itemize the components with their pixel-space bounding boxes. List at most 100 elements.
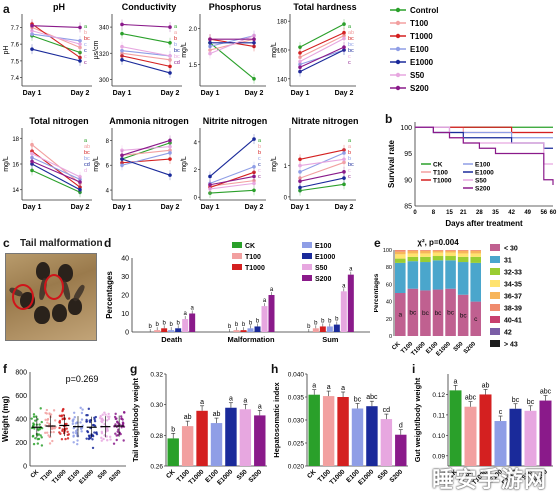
data-point xyxy=(79,421,82,424)
significance-letter: bc xyxy=(348,48,354,54)
significance-letter: bc xyxy=(348,36,354,42)
data-point xyxy=(168,151,172,155)
data-point xyxy=(123,411,126,414)
significance-letter: b xyxy=(335,317,339,323)
data-point xyxy=(30,151,34,156)
significance-letter: ab xyxy=(84,144,90,150)
legend-label: S200 xyxy=(475,186,491,193)
data-point xyxy=(30,47,34,51)
legend-swatch xyxy=(490,280,500,287)
stacked-segment xyxy=(457,294,469,336)
data-point xyxy=(99,415,102,418)
data-point xyxy=(93,431,96,434)
significance-letter: b xyxy=(228,324,232,330)
stacked-segment xyxy=(457,262,469,295)
x-tick-label: T1000 xyxy=(411,341,428,358)
data-point xyxy=(51,439,54,443)
data-point xyxy=(59,432,62,435)
significance-letter: a xyxy=(342,283,346,289)
bar xyxy=(239,409,252,466)
y-tick-label: 60 xyxy=(386,282,392,288)
stacked-segment xyxy=(420,290,431,336)
x-tick-label: Day 2 xyxy=(71,204,90,211)
significance-letter: ab xyxy=(213,411,221,418)
malformation-circle xyxy=(12,284,34,310)
series-line xyxy=(299,23,345,48)
legend-label: CK xyxy=(245,243,255,250)
data-point xyxy=(88,420,92,424)
bar xyxy=(308,394,320,466)
y-tick-label: 0 xyxy=(125,330,129,337)
data-point xyxy=(95,432,99,436)
data-point xyxy=(208,182,212,187)
significance-letter: bc xyxy=(354,397,362,404)
series-line xyxy=(209,42,255,80)
legend-swatch xyxy=(490,292,500,299)
significance-letter: a xyxy=(341,385,345,392)
significance-letter: b xyxy=(258,150,261,156)
legend-label: S50 xyxy=(315,265,328,272)
significance-letter: c xyxy=(348,168,351,174)
data-point xyxy=(120,415,123,418)
legend-swatch xyxy=(302,242,312,248)
series-line xyxy=(121,59,171,74)
data-point xyxy=(30,23,34,28)
y-tick-label: 80 xyxy=(386,265,392,271)
y-tick-label: 0.28 xyxy=(150,433,163,440)
tadpole-body xyxy=(68,298,82,315)
data-point xyxy=(32,442,36,446)
data-point xyxy=(100,417,104,420)
bar xyxy=(347,274,354,332)
data-point xyxy=(81,408,84,411)
series-line xyxy=(121,139,171,156)
bar xyxy=(254,415,266,466)
series-line xyxy=(31,153,81,178)
data-point xyxy=(100,439,103,442)
data-point xyxy=(66,437,70,440)
legend-swatch xyxy=(302,253,312,259)
significance-letter: a xyxy=(270,287,274,293)
panel-letter-h: h xyxy=(271,362,279,376)
significance-letter: b xyxy=(321,318,325,324)
legend-label: T100 xyxy=(245,254,261,261)
panel-h-bar-chart: 0.040 0.035 0.030 0.025 0.020 Hepatosomatic i… xyxy=(272,372,408,487)
legend-swatch xyxy=(490,268,500,275)
significance-letter: a xyxy=(348,138,352,144)
data-point xyxy=(34,419,37,422)
survival-line xyxy=(415,126,553,134)
significance-letter: a xyxy=(258,403,262,410)
tadpole-photo xyxy=(5,253,97,341)
y-tick-label: 180 xyxy=(277,20,288,26)
legend-marker xyxy=(395,33,401,39)
significance-letter: c xyxy=(348,174,351,180)
data-point xyxy=(122,439,125,442)
x-tick-label: Day 2 xyxy=(161,90,180,97)
data-point xyxy=(342,45,346,49)
significance-letter: b xyxy=(249,320,253,326)
bar xyxy=(380,419,393,466)
chart-title: Total nitrogen xyxy=(29,116,88,126)
significance-letter: b xyxy=(307,324,311,330)
y-axis-label: mg/L xyxy=(93,156,100,172)
stacked-segment xyxy=(395,258,406,263)
y-tick-label: 0.11 xyxy=(433,412,446,419)
series-line xyxy=(299,171,345,182)
data-point xyxy=(168,157,172,161)
panel-letter-a: a xyxy=(3,2,10,16)
bar xyxy=(351,408,364,466)
significance-letter: b xyxy=(235,322,239,328)
legend-label: T1000 xyxy=(433,178,452,185)
data-point xyxy=(61,409,64,413)
data-point xyxy=(78,50,82,55)
significance-letter: bc xyxy=(348,42,354,48)
x-tick-label: E1000 xyxy=(79,469,96,486)
bar xyxy=(322,396,335,466)
significance-letter: ab xyxy=(184,414,192,421)
x-tick-label: Day 1 xyxy=(113,204,132,211)
chart-title: Total hardness xyxy=(293,2,356,12)
series-line xyxy=(121,33,171,44)
y-axis-label: pH xyxy=(3,46,10,55)
series-line xyxy=(299,37,345,63)
